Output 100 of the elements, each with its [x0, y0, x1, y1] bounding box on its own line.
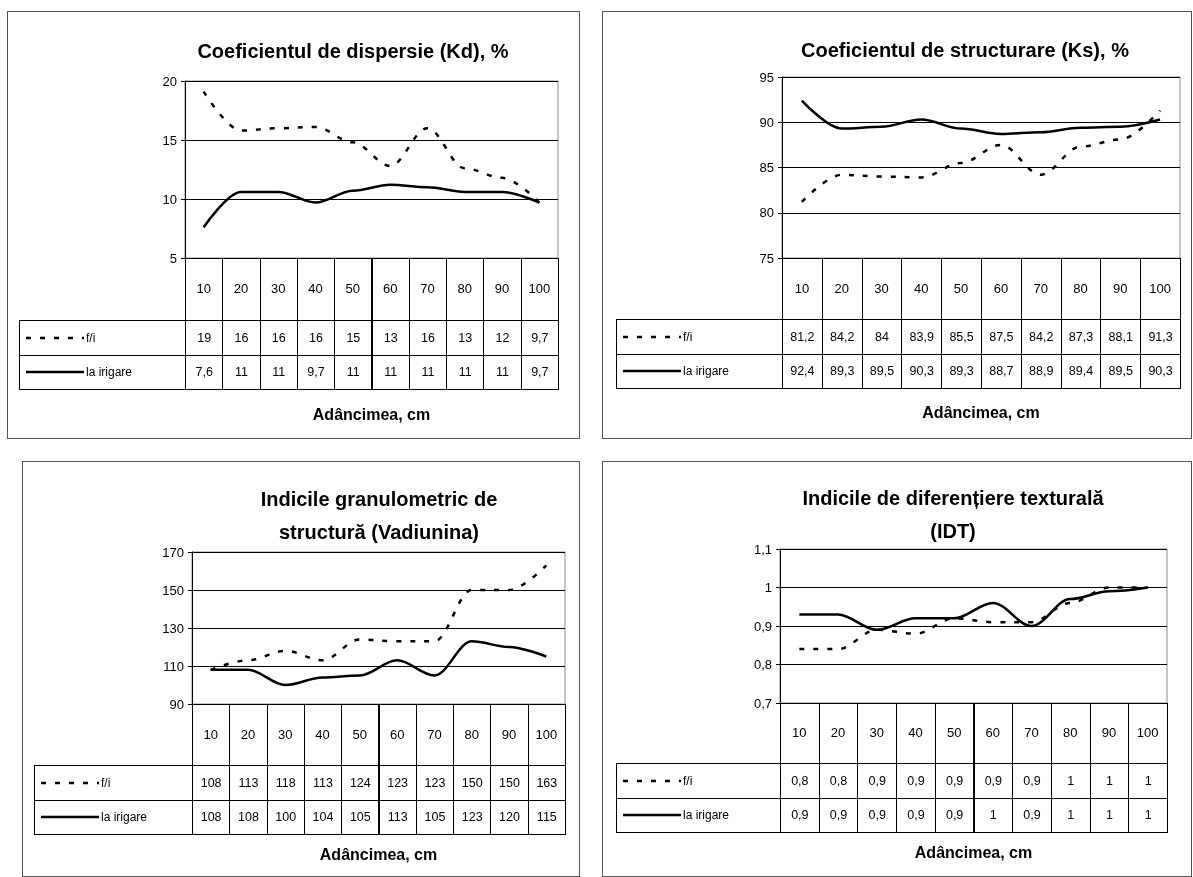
data-label: 115: [527, 799, 566, 835]
legend-label: f/i: [683, 773, 693, 788]
data-label: 11: [222, 354, 261, 390]
legend-label: f/i: [101, 775, 111, 790]
data-label: 1: [1089, 763, 1130, 799]
x-tick-label: 70: [1024, 725, 1039, 740]
data-label: 87,3: [1060, 319, 1102, 355]
y-tick-label: 10: [162, 191, 177, 207]
data-label: 11: [334, 354, 373, 390]
data-label: 92,4: [782, 353, 823, 389]
data-label: 1: [1089, 797, 1130, 833]
y-tick-label: 0,7: [753, 695, 772, 711]
data-label: 89,4: [1060, 353, 1102, 389]
x-tick-label: 90: [1113, 280, 1128, 296]
data-label: 84: [861, 319, 903, 355]
x-tick-label: 80: [457, 281, 472, 296]
x-axis-title: Adâncimea, cm: [319, 845, 438, 863]
data-label: 9,7: [520, 354, 559, 390]
data-label: 11: [259, 354, 298, 390]
data-label: 113: [229, 765, 268, 801]
x-tick-label: 100: [535, 726, 558, 742]
x-tick-label: 100: [1149, 280, 1171, 296]
data-label: 120: [490, 799, 529, 835]
data-label: 108: [229, 799, 268, 835]
data-label: 0,9: [857, 763, 898, 799]
data-label: 11: [446, 354, 485, 390]
x-tick-label: 40: [908, 725, 923, 740]
x-tick-label: 90: [501, 726, 517, 742]
data-label: 88,9: [1020, 353, 1062, 389]
y-tick-label: 150: [162, 582, 184, 598]
data-label: 89,3: [821, 353, 863, 389]
data-label: 85,5: [941, 319, 982, 355]
data-label: 124: [341, 765, 380, 801]
data-label: 15: [334, 320, 373, 356]
data-label: 104: [303, 799, 343, 835]
data-label: 118: [266, 765, 305, 801]
data-label: 88,1: [1100, 319, 1142, 355]
x-axis-title: Adâncimea, cm: [914, 843, 1033, 861]
data-label: 0,8: [818, 763, 859, 799]
y-tick-label: 90: [169, 696, 184, 712]
data-label: 16: [408, 320, 448, 356]
x-tick-label: 100: [1136, 725, 1159, 740]
x-tick-label: 20: [834, 280, 849, 296]
data-label: 163: [527, 765, 566, 801]
data-label: 83,9: [901, 319, 943, 355]
data-label: 19: [185, 320, 224, 356]
data-label: 0,9: [818, 797, 859, 833]
y-tick-label: 130: [162, 620, 184, 636]
x-tick-label: 20: [233, 281, 249, 296]
y-tick-label: 110: [163, 658, 184, 674]
legend-label: la irigare: [101, 810, 148, 825]
data-label: 0,9: [973, 763, 1014, 799]
x-axis-title: Adâncimea, cm: [922, 403, 1040, 421]
data-label: 100: [266, 799, 305, 835]
data-label: 16: [296, 320, 336, 356]
data-label: 0,9: [934, 797, 975, 833]
data-label: 7,6: [185, 354, 224, 390]
legend-label: la irigare: [86, 365, 133, 380]
data-label: 9,7: [296, 354, 336, 390]
x-tick-label: 50: [953, 280, 969, 296]
y-tick-label: 80: [759, 205, 774, 221]
x-tick-label: 60: [389, 726, 405, 742]
data-label: 11: [371, 354, 410, 390]
data-label: 90,3: [1140, 353, 1181, 389]
y-tick-label: 95: [759, 69, 774, 85]
x-tick-label: 20: [830, 725, 846, 740]
legend-label: la irigare: [683, 808, 730, 823]
x-tick-label: 30: [278, 726, 293, 742]
x-tick-label: 30: [869, 725, 884, 740]
y-tick-label: 170: [162, 544, 184, 560]
data-label: 105: [415, 799, 455, 835]
data-label: 16: [259, 320, 298, 356]
data-label: 91,3: [1140, 319, 1181, 355]
x-tick-label: 60: [985, 725, 1001, 740]
x-tick-label: 70: [1033, 280, 1048, 296]
x-tick-label: 70: [420, 281, 435, 296]
data-label: 9,7: [520, 320, 559, 356]
x-tick-label: 40: [315, 726, 330, 742]
data-label: 88,7: [981, 353, 1022, 389]
data-label: 1: [1128, 763, 1168, 799]
y-tick-label: 85: [759, 160, 774, 175]
chart-title: Indicile de diferențiere texturală (IDT): [802, 486, 1105, 542]
x-tick-label: 90: [1101, 725, 1117, 740]
data-label: 90,3: [901, 353, 943, 389]
y-tick-label: 75: [759, 250, 774, 266]
data-label: 123: [378, 765, 417, 801]
x-tick-label: 80: [1063, 725, 1078, 740]
data-label: 87,5: [981, 319, 1022, 355]
y-tick-label: 0,8: [753, 657, 772, 672]
x-tick-label: 40: [308, 281, 323, 296]
y-tick-label: 5: [169, 250, 177, 266]
data-label: 123: [415, 765, 455, 801]
x-tick-label: 100: [528, 281, 551, 296]
y-tick-label: 1: [764, 580, 772, 595]
chart-title: Indicile granulometric de structură (Vadiunina): [260, 487, 498, 543]
x-tick-label: 10: [792, 725, 807, 740]
data-label: 1: [1128, 797, 1168, 833]
data-label: 0,9: [934, 763, 975, 799]
y-tick-label: 90: [759, 114, 774, 130]
legend-label: f/i: [683, 329, 693, 344]
